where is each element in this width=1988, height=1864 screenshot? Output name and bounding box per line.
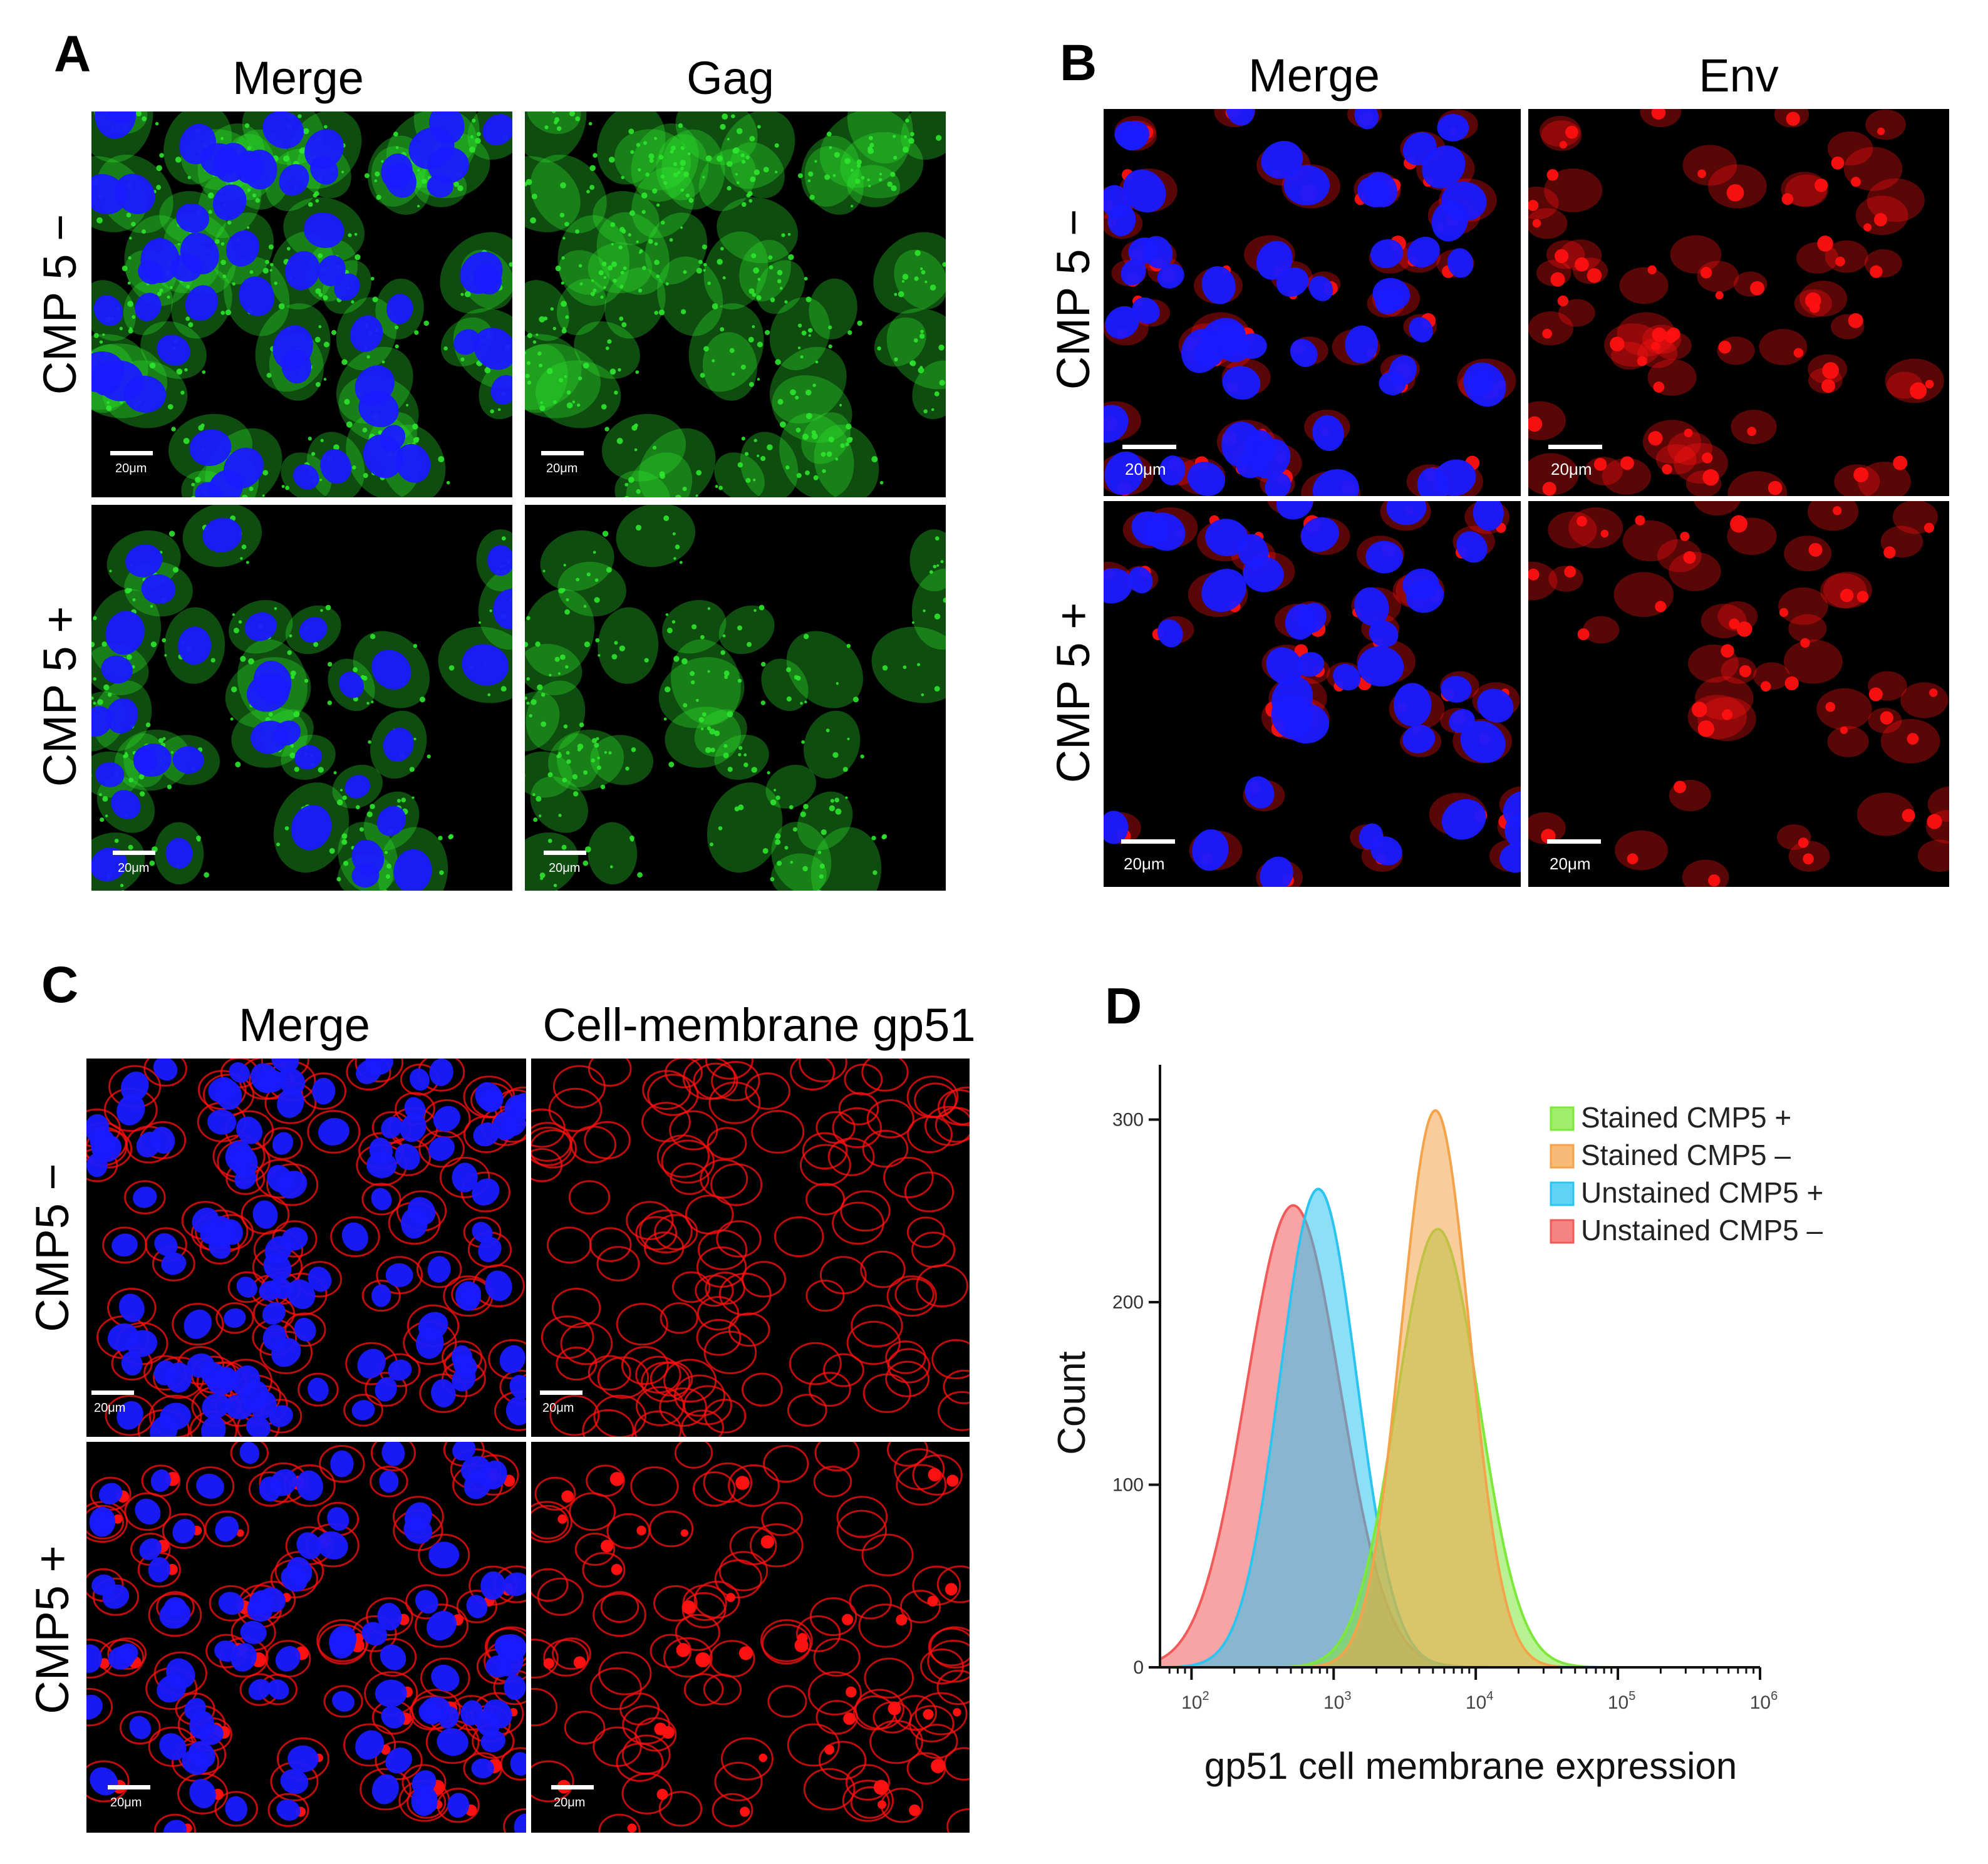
panel-letter-c: C — [41, 956, 79, 1013]
panel-b-merge-minus-image — [1104, 109, 1521, 496]
panel-b-column-title-merge: Merge — [1248, 49, 1380, 101]
legend-label: Stained CMP5 + — [1581, 1101, 1791, 1134]
panel-c-merge-minus-image — [86, 1059, 526, 1437]
scale-bar-label: 20μm — [110, 1796, 142, 1810]
x-tick-label: 104 — [1466, 1689, 1494, 1713]
legend-swatch — [1550, 1219, 1575, 1244]
legend-label: Unstained CMP5 + — [1581, 1176, 1823, 1209]
legend-swatch — [1550, 1106, 1575, 1131]
scale-bar-label: 20μm — [94, 1401, 126, 1415]
y-axis-label: Count — [1050, 1351, 1094, 1454]
panel-b-column-title-env: Env — [1699, 49, 1779, 101]
scale-bar — [541, 451, 584, 455]
x-tick-label: 106 — [1750, 1689, 1778, 1713]
panel-a-gag-plus-image — [525, 505, 946, 891]
panel-c-gp51-plus-image — [531, 1442, 970, 1833]
panel-c-merge-plus-image — [86, 1442, 526, 1833]
x-tick-label: 103 — [1323, 1689, 1352, 1713]
scale-bar — [108, 1785, 150, 1789]
scale-bar — [91, 1390, 134, 1395]
panel-a-merge-minus-image — [91, 111, 512, 497]
panel-c-gp51-minus-image — [531, 1059, 970, 1437]
scale-bar-label: 20μm — [1125, 460, 1166, 479]
scale-bar — [544, 851, 586, 855]
legend-swatch — [1550, 1144, 1575, 1169]
panel-a-gag-minus-image — [525, 111, 946, 497]
scale-bar — [110, 451, 153, 455]
scale-bar — [551, 1785, 594, 1789]
scale-bar — [1548, 445, 1602, 449]
x-tick-label: 105 — [1608, 1689, 1636, 1713]
scale-bar-label: 20μm — [118, 861, 150, 875]
histogram-legend: Stained CMP5 + Stained CMP5 – Unstained CM… — [1550, 1101, 1823, 1246]
panel-b-env-minus-image — [1528, 109, 1949, 496]
x-axis-label: gp51 cell membrane expression — [1204, 1745, 1737, 1787]
y-tick-label: 100 — [1112, 1474, 1144, 1495]
scale-bar-label: 20μm — [1550, 854, 1591, 873]
histogram-ticks: 0 100 200 300 102 103 104 105 106 — [1112, 1109, 1778, 1713]
scale-bar — [113, 851, 155, 855]
scale-bar — [1122, 445, 1176, 449]
panel-letter-d: D — [1105, 978, 1142, 1035]
scale-bar-label: 20μm — [1551, 460, 1592, 479]
scale-bar-label: 20μm — [549, 861, 581, 875]
panel-b-merge-plus-image — [1104, 501, 1521, 887]
panel-c-column-title-gp51: Cell-membrane gp51 — [542, 999, 976, 1051]
scale-bar — [1547, 839, 1601, 844]
scale-bar-label: 20μm — [115, 462, 147, 475]
legend-label: Stained CMP5 – — [1581, 1139, 1791, 1171]
x-tick-label: 102 — [1181, 1689, 1209, 1713]
scale-bar-label: 20μm — [554, 1796, 586, 1810]
scale-bar-label: 20μm — [1124, 854, 1165, 873]
panel-c-column-title-merge: Merge — [239, 999, 370, 1051]
panel-letter-b: B — [1060, 34, 1097, 91]
panel-a-merge-plus-image — [91, 505, 512, 891]
panel-a-column-title-merge: Merge — [232, 52, 364, 104]
y-tick-label: 200 — [1112, 1292, 1144, 1313]
y-tick-label: 0 — [1133, 1657, 1144, 1678]
scale-bar — [1121, 839, 1175, 844]
legend-label: Unstained CMP5 – — [1581, 1214, 1823, 1246]
panel-a-column-title-gag: Gag — [686, 52, 774, 104]
legend-swatch — [1550, 1181, 1575, 1206]
y-tick-label: 300 — [1112, 1109, 1144, 1130]
scale-bar — [540, 1390, 582, 1395]
scale-bar-label: 20μm — [542, 1401, 574, 1415]
panel-b-env-plus-image — [1528, 501, 1949, 887]
scale-bar-label: 20μm — [546, 462, 578, 475]
panel-letter-a: A — [54, 26, 91, 83]
